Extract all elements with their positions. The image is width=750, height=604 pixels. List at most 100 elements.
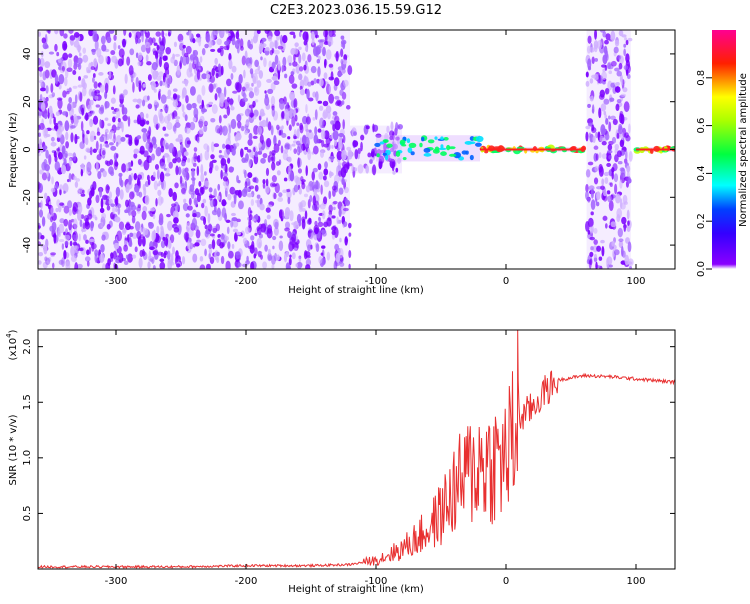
heatmap-cell xyxy=(55,207,59,213)
heatmap-cell xyxy=(423,153,432,157)
heatmap-cell xyxy=(269,182,276,188)
spectrogram-xlabel: Height of straight line (km) xyxy=(288,285,424,296)
heatmap-cell xyxy=(196,192,201,203)
heatmap-cell xyxy=(59,188,62,196)
heatmap-cell xyxy=(247,87,253,92)
heatmap-cell xyxy=(321,245,326,249)
heatmap-cell xyxy=(294,114,298,122)
heatmap-cell xyxy=(80,214,85,220)
heatmap-cell xyxy=(226,226,230,235)
heatmap-cell xyxy=(342,59,348,65)
heatmap-cell xyxy=(107,258,111,267)
heatmap-cell xyxy=(132,98,138,103)
heatmap-cell xyxy=(72,234,77,240)
heatmap-cell xyxy=(342,119,345,130)
heatmap-cell xyxy=(211,159,217,163)
heatmap-cell xyxy=(104,91,108,99)
heatmap-cell xyxy=(70,101,74,113)
heatmap-cell xyxy=(77,189,81,195)
x-tick-label: 0 xyxy=(503,576,509,587)
heatmap-cell xyxy=(326,251,331,261)
heatmap-cell xyxy=(137,60,141,67)
heatmap-cell xyxy=(219,45,224,50)
heatmap-cell xyxy=(131,210,137,218)
heatmap-cell xyxy=(160,145,165,153)
heatmap-cell xyxy=(259,203,265,211)
heatmap-cell xyxy=(291,116,296,127)
heatmap-cell xyxy=(145,30,150,39)
heatmap-cell xyxy=(136,135,142,140)
heatmap-cell xyxy=(74,181,79,188)
heatmap-cell xyxy=(59,30,65,37)
heatmap-cell xyxy=(273,143,280,154)
heatmap-cell xyxy=(217,195,221,201)
heatmap-cell xyxy=(395,167,399,173)
heatmap-cell xyxy=(158,109,163,120)
heatmap-cell xyxy=(166,154,171,164)
heatmap-cell xyxy=(116,107,121,119)
heatmap-cell xyxy=(120,179,124,188)
heatmap-cell xyxy=(45,96,49,102)
heatmap-cell xyxy=(82,189,85,194)
heatmap-cell xyxy=(314,180,321,191)
heatmap-cell xyxy=(196,61,201,72)
heatmap-cell xyxy=(256,227,262,236)
heatmap-cell xyxy=(101,212,107,220)
heatmap-cell xyxy=(591,104,595,114)
heatmap-cell xyxy=(232,228,239,233)
heatmap-cell xyxy=(305,127,309,139)
heatmap-cell xyxy=(329,170,332,179)
heatmap-cell xyxy=(245,83,250,89)
heatmap-cell xyxy=(87,104,92,112)
heatmap-cell xyxy=(38,132,41,138)
heatmap-cell xyxy=(339,237,342,243)
heatmap-cell xyxy=(79,91,83,102)
heatmap-cell xyxy=(299,88,306,96)
heatmap-cell xyxy=(183,78,189,85)
heatmap-cell xyxy=(90,61,94,67)
heatmap-cell xyxy=(341,100,345,105)
heatmap-cell xyxy=(336,99,342,106)
heatmap-cell xyxy=(104,117,109,121)
heatmap-cell xyxy=(199,56,203,63)
heatmap-cell xyxy=(111,138,115,142)
heatmap-cell xyxy=(91,91,95,97)
heatmap-cell xyxy=(217,48,222,53)
heatmap-cell xyxy=(432,148,440,154)
heatmap-cell xyxy=(321,210,326,220)
heatmap-cell xyxy=(293,135,298,140)
heatmap-cell xyxy=(236,30,240,35)
heatmap-cell xyxy=(224,181,229,192)
heatmap-cell xyxy=(338,208,342,218)
heatmap-cell xyxy=(38,111,43,116)
heatmap-cell xyxy=(594,30,597,40)
heatmap-cell xyxy=(464,140,473,145)
heatmap-cell xyxy=(192,162,197,167)
heatmap-cell xyxy=(242,263,248,268)
heatmap-cell xyxy=(78,247,84,252)
heatmap-cell xyxy=(38,209,44,218)
heatmap-cell xyxy=(339,89,344,96)
heatmap-cell xyxy=(589,236,595,241)
heatmap-cell xyxy=(116,153,119,158)
heatmap-cell xyxy=(184,114,188,122)
heatmap-cell xyxy=(282,152,289,161)
snr-multiplier-base: (x10 xyxy=(8,338,19,361)
heatmap-cell xyxy=(440,144,444,149)
heatmap-cell xyxy=(81,228,87,233)
heatmap-cell xyxy=(147,179,151,186)
heatmap-cell xyxy=(156,169,160,180)
heatmap-cell xyxy=(305,116,311,125)
heatmap-cell xyxy=(115,141,119,147)
heatmap-cell xyxy=(63,205,70,214)
heatmap-cell xyxy=(598,166,604,177)
snr-ylabel: SNR (10 * v/v) xyxy=(8,414,19,485)
heatmap-cell xyxy=(311,171,316,181)
y-tick-label: 0.5 xyxy=(22,505,33,521)
heatmap-cell xyxy=(62,111,68,116)
heatmap-cell xyxy=(99,118,102,128)
heatmap-cell xyxy=(81,107,85,116)
heatmap-cell xyxy=(196,165,200,176)
heatmap-cell xyxy=(317,204,322,208)
heatmap-cell xyxy=(147,95,150,101)
